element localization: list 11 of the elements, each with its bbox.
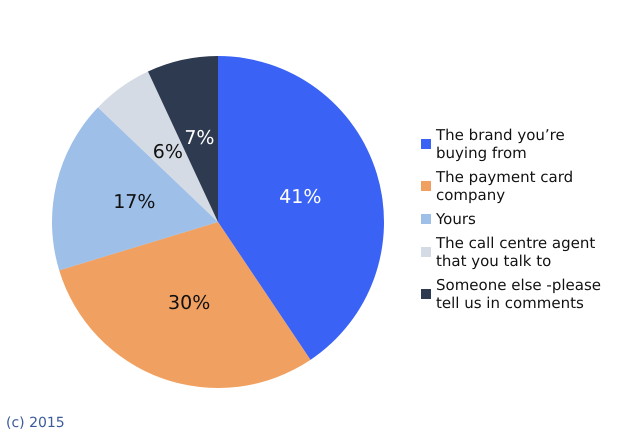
data-label: 6%	[152, 141, 183, 164]
legend-label: The call centre agent that you talk to	[435, 234, 600, 270]
data-label: 17%	[113, 191, 156, 214]
data-label: 7%	[184, 127, 214, 150]
data-label: 30%	[168, 292, 210, 314]
data-label: 41%	[279, 186, 322, 208]
legend-label: Someone else -please tell us in comments	[436, 276, 606, 312]
legend-label: The brand you’re buying from	[435, 126, 570, 162]
legend-label: The payment card company	[435, 168, 578, 204]
legend-label: Yours	[435, 210, 476, 228]
text: (c) 2015	[6, 415, 65, 431]
